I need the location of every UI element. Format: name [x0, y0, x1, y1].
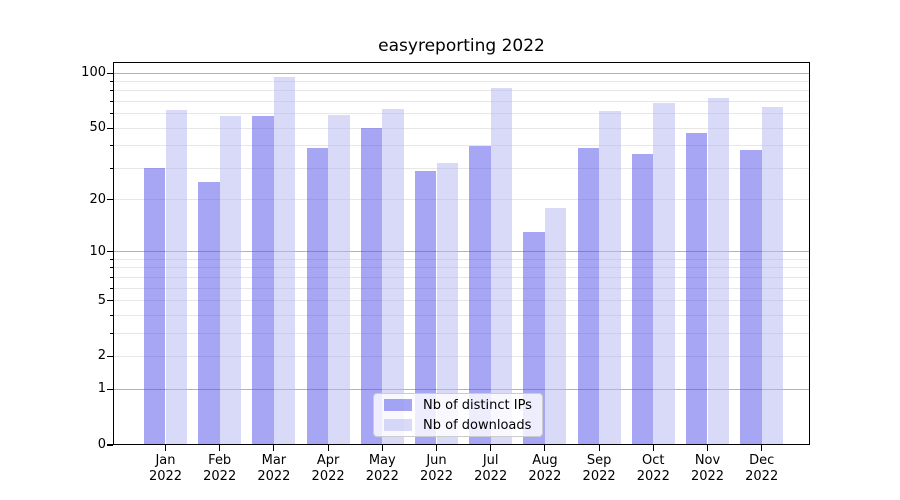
- bar-downloads-may: [382, 108, 404, 445]
- ytick-minor-mark-90: [109, 81, 113, 83]
- ytick-mark-2: [107, 355, 113, 358]
- bar-distinct-ips-aug: [523, 232, 545, 445]
- legend-swatch-downloads: [384, 419, 412, 431]
- xtick-mark-mar: [273, 445, 275, 451]
- bar-downloads-jun: [436, 163, 459, 445]
- xtick-mark-aug: [544, 445, 546, 451]
- xtick-mark-sep: [598, 445, 600, 451]
- ytick-label-5: 5: [97, 292, 106, 308]
- bar-downloads-jan: [165, 109, 188, 445]
- ytick-label-50: 50: [89, 120, 106, 136]
- xtick-mark-dec: [761, 445, 763, 451]
- ytick-mark-100: [107, 72, 113, 74]
- ytick-label-100: 100: [81, 65, 106, 81]
- xtick-label-may: May 2022: [365, 453, 399, 484]
- xtick-mark-jan: [164, 445, 167, 451]
- bar-distinct-ips-nov: [685, 133, 708, 445]
- ytick-label-20: 20: [89, 191, 106, 207]
- ytick-minor-mark-7: [109, 276, 113, 278]
- bar-downloads-oct: [653, 102, 675, 445]
- xtick-mark-may: [381, 445, 383, 451]
- ytick-mark-0: [107, 444, 113, 446]
- ytick-minor-mark-70: [109, 101, 113, 103]
- bar-distinct-ips-jun: [414, 170, 437, 445]
- xtick-label-feb: Feb 2022: [203, 453, 237, 484]
- ytick-label-0: 0: [97, 437, 106, 452]
- ytick-minor-mark-9: [109, 258, 113, 260]
- legend-label-distinct-ips: Nb of distinct IPs: [423, 397, 532, 413]
- bar-distinct-ips-jul: [469, 145, 491, 445]
- ytick-mark-50: [107, 127, 113, 129]
- legend-entry-distinct-ips: Nb of distinct IPs: [384, 397, 542, 414]
- bar-downloads-aug: [544, 207, 567, 445]
- bar-downloads-jul: [490, 88, 513, 445]
- legend-swatch-distinct-ips: [384, 399, 412, 411]
- ytick-minor-mark-60: [109, 113, 113, 115]
- ytick-label-10: 10: [89, 243, 106, 259]
- xtick-label-apr: Apr 2022: [311, 453, 345, 484]
- xtick-mark-jul: [490, 445, 492, 451]
- ytick-minor-mark-80: [109, 90, 113, 92]
- xtick-mark-nov: [706, 445, 709, 451]
- xtick-mark-apr: [327, 445, 329, 451]
- xtick-mark-feb: [219, 445, 221, 451]
- ytick-minor-mark-40: [109, 145, 113, 147]
- bar-distinct-ips-sep: [577, 147, 600, 445]
- ytick-minor-mark-3: [109, 332, 113, 334]
- bar-distinct-ips-oct: [631, 154, 654, 445]
- xtick-label-jan: Jan 2022: [148, 453, 183, 484]
- ytick-mark-20: [107, 199, 113, 201]
- bar-downloads-sep: [599, 111, 621, 445]
- ytick-label-2: 2: [97, 348, 106, 364]
- ytick-mark-5: [107, 300, 113, 302]
- xtick-label-dec: Dec 2022: [745, 453, 779, 484]
- xtick-label-jun: Jun 2022: [419, 453, 454, 484]
- xtick-label-oct: Oct 2022: [636, 453, 670, 484]
- chart-title: easyreporting 2022: [378, 36, 545, 56]
- bar-distinct-ips-jan: [143, 168, 166, 445]
- ytick-minor-mark-30: [109, 167, 113, 169]
- ytick-mark-1: [107, 388, 113, 390]
- bar-downloads-dec: [761, 107, 784, 445]
- ytick-label-1: 1: [97, 381, 106, 397]
- legend-entry-downloads: Nb of downloads: [384, 417, 542, 434]
- bar-distinct-ips-apr: [306, 147, 329, 445]
- ytick-minor-mark-4: [109, 314, 113, 316]
- xtick-label-nov: Nov 2022: [690, 453, 725, 484]
- legend: Nb of distinct IPs Nb of downloads: [373, 393, 543, 437]
- ytick-mark-10: [107, 251, 113, 253]
- xtick-label-jul: Jul 2022: [474, 453, 508, 484]
- xtick-label-aug: Aug 2022: [528, 453, 562, 484]
- ytick-minor-mark-8: [109, 267, 113, 269]
- bar-downloads-apr: [328, 115, 350, 445]
- ytick-minor-mark-6: [109, 287, 113, 289]
- bar-distinct-ips-may: [360, 128, 383, 445]
- xtick-label-sep: Sep 2022: [582, 453, 616, 484]
- bar-downloads-mar: [273, 77, 296, 445]
- bar-distinct-ips-feb: [198, 182, 220, 445]
- xtick-mark-jun: [435, 445, 438, 451]
- bar-distinct-ips-dec: [740, 149, 762, 445]
- legend-label-downloads: Nb of downloads: [423, 417, 532, 433]
- bar-downloads-feb: [219, 116, 242, 445]
- bar-distinct-ips-mar: [252, 116, 274, 445]
- bar-downloads-nov: [707, 98, 730, 445]
- xtick-label-mar: Mar 2022: [257, 453, 291, 484]
- xtick-mark-oct: [652, 445, 654, 451]
